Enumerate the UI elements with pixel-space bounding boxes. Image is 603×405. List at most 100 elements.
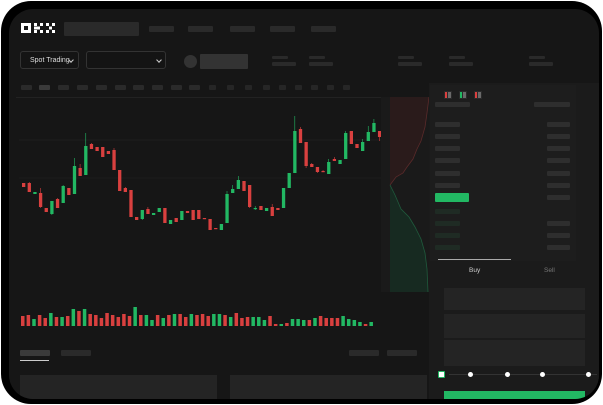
filter-button[interactable] [387,350,417,356]
tab-buy[interactable]: Buy [469,267,481,274]
volume-bar [296,319,300,326]
candle [259,206,263,210]
slider-step[interactable] [540,372,545,377]
asks-area [390,97,431,185]
candle [89,143,94,149]
timeframe-button[interactable] [115,85,126,90]
candle [146,207,150,214]
candle-body [332,159,337,161]
chart-tool-icon[interactable] [311,85,318,90]
chart-tool-icon[interactable] [227,85,234,90]
volume-bar [363,324,368,326]
candle-body [78,168,82,176]
volume-bar [358,322,362,326]
tab-order-history[interactable] [61,350,91,356]
volume-bar [144,315,149,326]
timeframe-button[interactable] [171,85,182,90]
chart-tool-icon[interactable] [343,85,350,90]
ask-price [435,171,460,176]
amount-input[interactable] [444,314,585,338]
slider-step[interactable] [468,372,473,377]
candle [180,211,184,220]
candle-body [84,146,88,175]
volume-bar [127,316,132,326]
nav-item[interactable] [188,26,213,32]
pair-select[interactable] [86,51,166,69]
chart-tool-icon[interactable] [263,85,270,90]
volume-bar [212,314,216,326]
ask-amount [547,195,570,200]
candlestick-chart[interactable] [9,94,429,339]
bid-amount [547,233,570,238]
candle-body [38,193,43,207]
chart-tool-icon[interactable] [279,85,286,90]
last-price [435,193,469,202]
candle-body [61,186,65,203]
leverage-slider-track[interactable] [449,374,597,375]
candle [276,208,280,210]
candle [185,211,190,213]
column-header [435,102,470,107]
tab-open-orders[interactable] [20,350,50,356]
chart-tool-icon[interactable] [327,85,334,90]
candle-body [140,210,144,219]
pair-price [200,54,248,69]
orders-panel [20,375,217,399]
nav-item[interactable] [230,26,255,32]
market-select[interactable]: Spot Trading [20,51,79,69]
volume-bar [54,317,59,326]
candle-body [264,208,269,211]
volume-bar [330,318,334,326]
nav-item[interactable] [311,26,336,32]
candle [355,144,359,148]
volume-bar [223,315,227,326]
candle-body [344,133,348,159]
filter-button[interactable] [349,350,379,356]
stat-value [529,62,553,66]
divider [16,97,429,98]
volume-bar [228,317,233,326]
candle [123,187,127,192]
volume-bar [279,324,284,326]
total-input[interactable] [444,340,585,366]
candle-body [355,144,359,148]
buy-button[interactable] [444,391,585,399]
candle [22,183,26,187]
timeframe-button[interactable] [133,85,144,90]
volume-bar [77,311,81,326]
chart-tool-icon[interactable] [295,85,302,90]
candle [304,142,308,168]
candle-body [338,160,342,164]
volume-bar [352,320,357,326]
candle [315,167,320,173]
timeframe-button[interactable] [77,85,88,90]
slider-step[interactable] [438,371,445,378]
volume-bar [324,318,328,326]
order-book-both-icon [444,91,452,99]
nav-item[interactable] [270,26,295,32]
timeframe-button[interactable] [189,85,200,90]
nav-item[interactable] [149,26,174,32]
candle-body [236,180,240,189]
slider-step[interactable] [586,372,591,377]
volume-bar [122,314,126,326]
candle [191,210,195,220]
timeframe-button[interactable] [21,85,32,90]
ask-price [435,122,460,127]
candle-body [22,183,26,187]
chart-tool-icon[interactable] [209,85,216,90]
order-book-view-toggles[interactable] [444,91,489,100]
volume-bar [65,316,70,326]
candle [214,228,218,230]
timeframe-button[interactable] [58,85,69,90]
candle [50,201,54,215]
chart-tool-icon[interactable] [245,85,252,90]
slider-step[interactable] [505,372,510,377]
timeframe-button[interactable] [96,85,107,90]
timeframe-button[interactable] [152,85,163,90]
search-bar[interactable] [64,22,139,36]
timeframe-button[interactable] [39,85,50,90]
candle [55,198,60,208]
tab-sell[interactable]: Sell [544,267,555,274]
price-input[interactable] [444,288,585,310]
